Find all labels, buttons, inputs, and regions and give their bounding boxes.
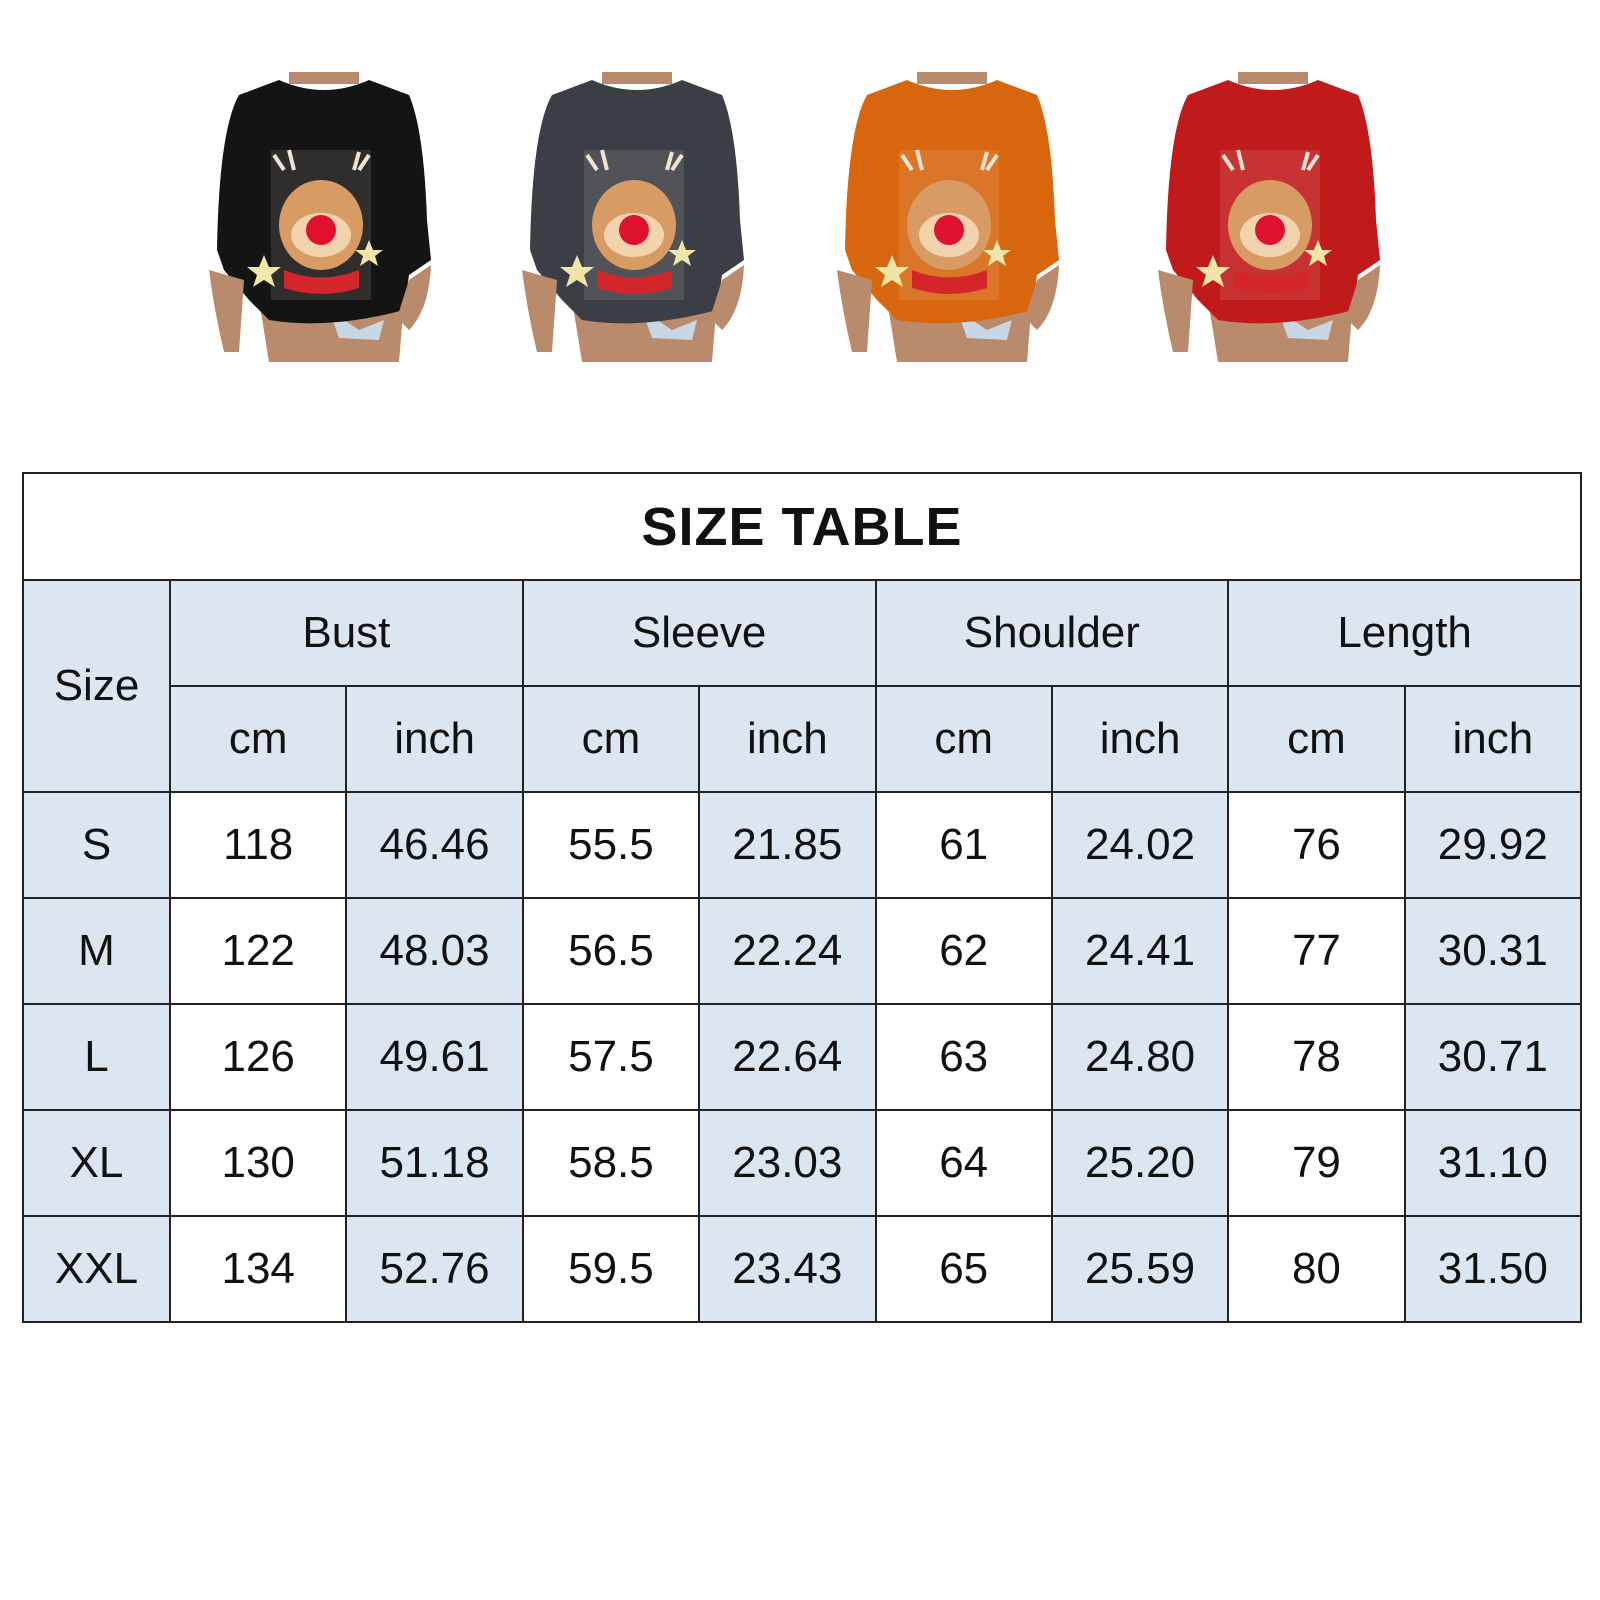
- value-cell: 77: [1227, 897, 1406, 1005]
- size-cell: XXL: [22, 1215, 171, 1323]
- unit-header-cm: cm: [168, 685, 348, 793]
- value-cell: 134: [168, 1215, 348, 1323]
- table-row: L 126 49.61 57.5 22.64 63 24.80 78 30.71: [22, 1003, 1583, 1111]
- length-header: Length: [1227, 579, 1582, 687]
- value-cell: 58.5: [521, 1109, 701, 1217]
- unit-header-cm: cm: [1227, 685, 1406, 793]
- value-cell: 51.18: [345, 1109, 524, 1217]
- table-row: M 122 48.03 56.5 22.24 62 24.41 77 30.31: [22, 897, 1583, 1005]
- value-cell: 22.64: [698, 1003, 877, 1111]
- value-cell: 130: [168, 1109, 348, 1217]
- value-cell: 23.43: [698, 1215, 877, 1323]
- value-cell: 46.46: [345, 791, 524, 899]
- unit-header-inch: inch: [1050, 685, 1230, 793]
- sweater-image-black: [209, 70, 435, 362]
- shoulder-header: Shoulder: [874, 579, 1230, 687]
- value-cell: 23.03: [698, 1109, 877, 1217]
- value-cell: 62: [874, 897, 1053, 1005]
- value-cell: 25.20: [1050, 1109, 1230, 1217]
- value-cell: 49.61: [345, 1003, 524, 1111]
- value-cell: 21.85: [698, 791, 877, 899]
- value-cell: 57.5: [521, 1003, 701, 1111]
- sweater-image-orange: [837, 70, 1063, 362]
- value-cell: 31.50: [1403, 1215, 1583, 1323]
- unit-header-inch: inch: [345, 685, 524, 793]
- size-table: SIZE TABLE Size Bust Sleeve Shoulder Len…: [22, 472, 1583, 1323]
- size-cell: XL: [22, 1109, 171, 1217]
- value-cell: 63: [874, 1003, 1053, 1111]
- value-cell: 30.71: [1403, 1003, 1583, 1111]
- value-cell: 30.31: [1403, 897, 1583, 1005]
- value-cell: 65: [874, 1215, 1053, 1323]
- value-cell: 24.80: [1050, 1003, 1230, 1111]
- value-cell: 22.24: [698, 897, 877, 1005]
- value-cell: 24.02: [1050, 791, 1230, 899]
- unit-header-cm: cm: [874, 685, 1053, 793]
- value-cell: 61: [874, 791, 1053, 899]
- sweater-image-red: [1158, 70, 1384, 362]
- size-cell: S: [22, 791, 171, 899]
- value-cell: 31.10: [1403, 1109, 1583, 1217]
- sweater-image-dark-gray: [522, 70, 748, 362]
- value-cell: 29.92: [1403, 791, 1583, 899]
- size-header: Size: [22, 579, 171, 793]
- value-cell: 59.5: [521, 1215, 701, 1323]
- size-cell: M: [22, 897, 171, 1005]
- value-cell: 64: [874, 1109, 1053, 1217]
- table-title: SIZE TABLE: [22, 472, 1582, 581]
- table-row: XXL 134 52.76 59.5 23.43 65 25.59 80 31.50: [22, 1215, 1583, 1323]
- value-cell: 76: [1227, 791, 1406, 899]
- value-cell: 24.41: [1050, 897, 1230, 1005]
- value-cell: 56.5: [521, 897, 701, 1005]
- table-row: S 118 46.46 55.5 21.85 61 24.02 76 29.92: [22, 791, 1583, 899]
- sleeve-header: Sleeve: [521, 579, 877, 687]
- value-cell: 80: [1227, 1215, 1406, 1323]
- value-cell: 52.76: [345, 1215, 524, 1323]
- unit-header-cm: cm: [521, 685, 701, 793]
- unit-header-inch: inch: [698, 685, 877, 793]
- value-cell: 79: [1227, 1109, 1406, 1217]
- value-cell: 122: [168, 897, 348, 1005]
- unit-header-inch: inch: [1403, 685, 1583, 793]
- bust-header: Bust: [169, 579, 524, 687]
- value-cell: 118: [168, 791, 348, 899]
- value-cell: 55.5: [521, 791, 701, 899]
- value-cell: 48.03: [345, 897, 524, 1005]
- value-cell: 126: [168, 1003, 348, 1111]
- value-cell: 78: [1227, 1003, 1406, 1111]
- value-cell: 25.59: [1050, 1215, 1230, 1323]
- size-cell: L: [22, 1003, 171, 1111]
- table-row: XL 130 51.18 58.5 23.03 64 25.20 79 31.10: [22, 1109, 1583, 1217]
